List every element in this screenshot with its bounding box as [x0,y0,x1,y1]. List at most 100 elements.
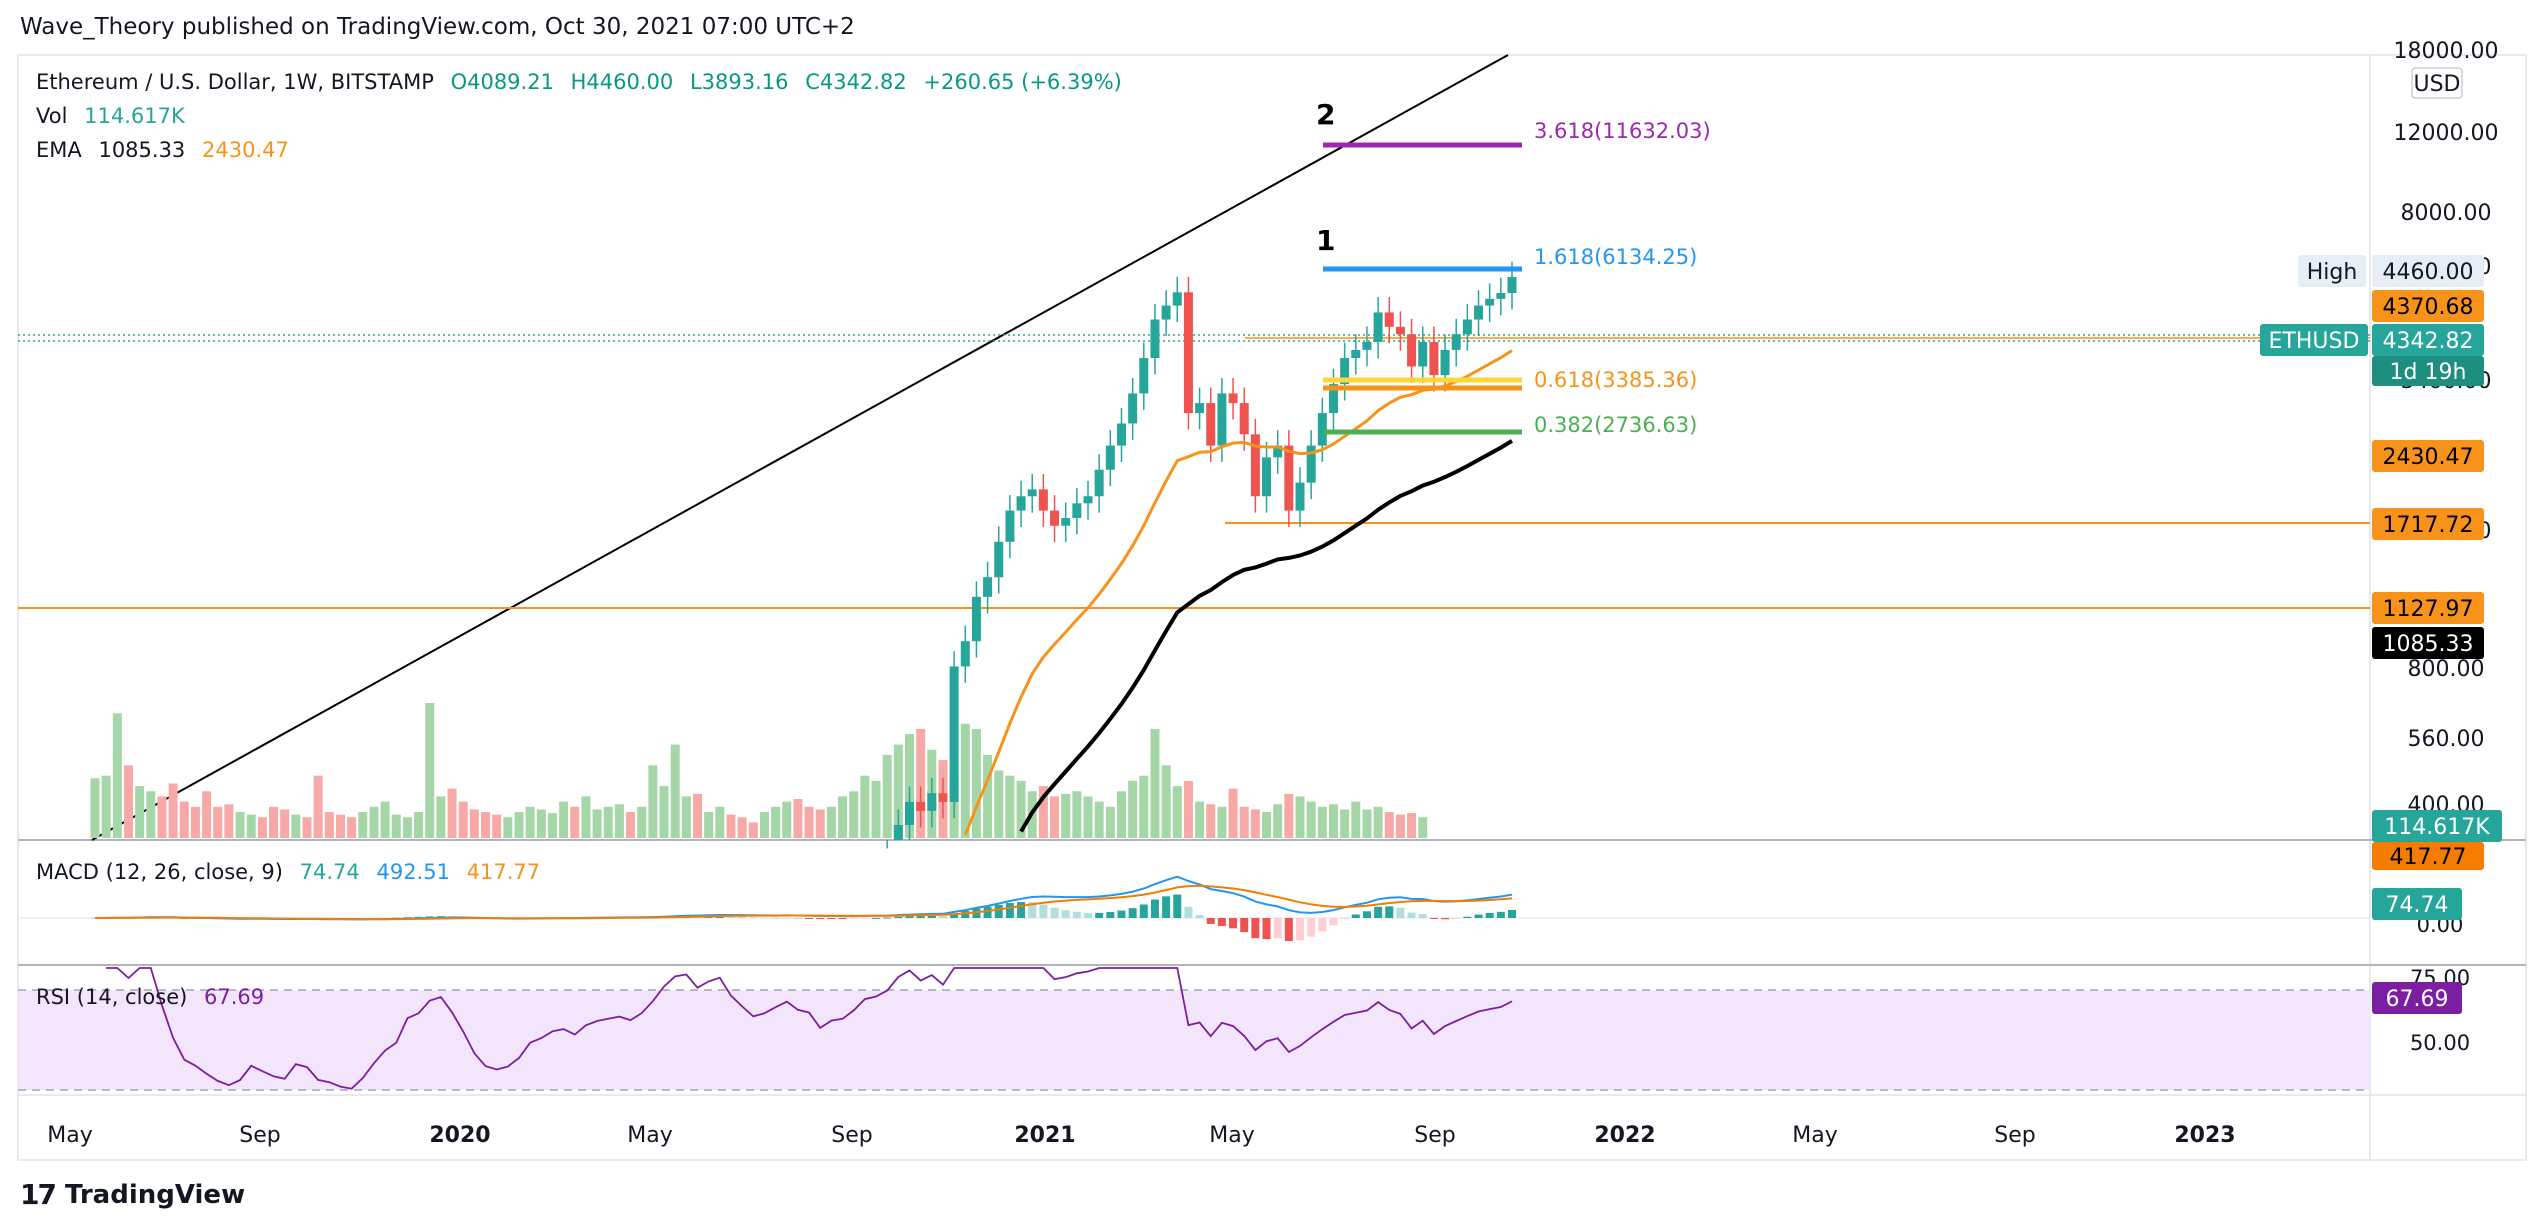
resistance-badge: 4370.68 [2372,290,2484,322]
macd-histogram-bar [916,915,925,918]
candle-body [1038,489,1048,511]
candle-body [1306,445,1316,483]
candle-body [1150,319,1160,359]
volume-bar [1262,812,1272,838]
high-value-badge-text: 4460.00 [2383,260,2474,285]
volume-bar [1128,780,1138,838]
macd-histogram-bar [1084,913,1093,918]
macd-histogram-bar [1061,910,1070,918]
volume-bar [1395,814,1405,838]
macd-histogram-bar [1396,907,1405,918]
volume-bar [436,796,446,838]
volume-bar [1016,780,1026,838]
volume-bar [1172,786,1182,838]
time-tick-label: Sep [1994,1123,2035,1148]
candle-body [1083,496,1093,504]
volume-bar [380,801,390,838]
volume-bar [1094,801,1104,838]
volume-bar [481,812,491,838]
resistance-badge-text: 4370.68 [2383,295,2474,320]
volume-bar [224,804,234,838]
volume-bar [458,801,468,838]
candle-body [1217,393,1227,446]
rsi-badge: 67.69 [2372,982,2462,1014]
volume-series [90,703,1428,838]
candle-body [1284,445,1294,511]
macd-histogram-bar [1496,911,1505,918]
time-axis: May Sep 2020 May Sep 2021 May Sep 2022 May Sep 2023 [47,1123,2235,1148]
volume-bar [235,812,245,838]
high-value: H4460.00 [570,70,674,94]
macd-histogram-bar [1150,899,1159,918]
candle-body [1507,277,1517,294]
macd-histogram-bar [771,917,780,919]
macd-histogram-bar [1452,918,1461,919]
macd-histogram-bar [1240,918,1249,933]
volume-bar [135,786,145,838]
fib-label: 0.618(3385.36) [1534,368,1697,392]
close-value: C4342.82 [805,70,907,94]
volume-bar [547,813,557,838]
candle-body [1340,358,1350,385]
candle-body [1273,445,1283,458]
macd-label: MACD (12, 26, close, 9) [36,860,283,884]
volume-bar [793,799,803,838]
candle-body [904,801,914,825]
candle-body [927,793,937,811]
volume-bar [123,765,133,838]
volume-bar [1250,809,1260,838]
volume-bar [447,788,457,838]
macd-histogram-bar [1429,918,1438,919]
volume-bar [1384,812,1394,838]
rsi-badge-text: 67.69 [2386,987,2449,1012]
macd-histogram-bar [1117,910,1126,918]
macd-histogram-bar [1273,918,1282,939]
rsi-value: 67.69 [204,985,265,1009]
macd-histogram-bar [1050,907,1059,918]
ema-200-value: 1085.33 [98,138,186,162]
volume-bar [1351,801,1361,838]
tradingview-logo[interactable]: 17 TradingView [20,1178,245,1211]
candle-body [1072,503,1082,519]
candle-body [1161,305,1171,320]
volume-badge: 114.617K [2372,810,2502,842]
volume-bar [1083,796,1093,838]
rsi-line [106,967,1513,1090]
macd-histogram-bar [872,917,881,919]
volume-bar [1150,728,1160,838]
macd-histogram-bar [738,916,747,918]
macd-histogram-bar [1284,918,1293,941]
macd-histogram-bar [1307,918,1316,937]
candle-body [1206,403,1216,446]
volume-bar [157,796,167,838]
macd-histogram-bar [1139,904,1148,918]
candle-body [893,824,903,840]
volume-bar [815,809,825,838]
ema-50-badge-bg [2372,440,2484,472]
macd-histogram-bar [1173,894,1182,918]
macd-histogram-bar [827,918,836,919]
wave-label: 1 [1316,224,1335,257]
volume-bar [302,817,312,838]
volume-bar [1418,817,1428,838]
candle-body [960,641,970,667]
candle-body [1317,413,1327,446]
ema-200-badge-text: 1085.33 [2383,632,2474,657]
macd-histogram-bar [1017,902,1026,918]
macd-histogram-bar [1296,918,1305,941]
volume-bar [1306,801,1316,838]
volume-bar [492,814,502,838]
candle-body [916,801,926,811]
candle-body [1429,341,1439,376]
volume-bar [759,812,769,838]
volume-bar [960,723,970,838]
macd-signal-badge: 417.77 [2372,842,2484,870]
volume-bar [626,812,636,838]
tradingview-logo-icon: 17 [20,1178,57,1211]
time-tick-label: 2022 [1594,1123,1655,1148]
macd-histogram-bar [1229,918,1238,929]
candle-body [1250,434,1260,497]
candle-body [1418,341,1428,367]
macd-histogram-bar [782,917,791,919]
